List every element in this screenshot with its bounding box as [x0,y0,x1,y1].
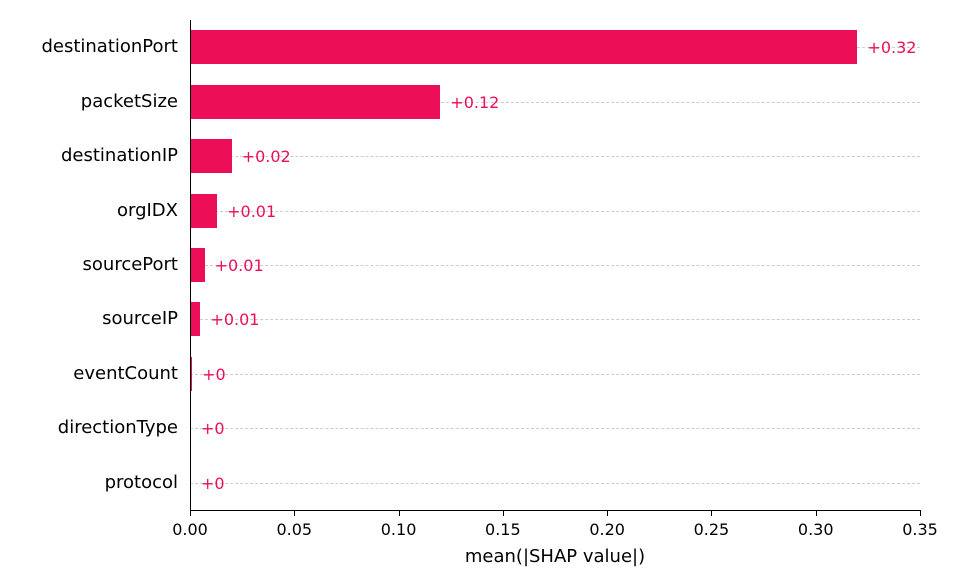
bar [190,194,217,228]
plot-area: +0.32 +0.12 +0.02 +0.01 +0.01 +0.01 +0 +0 +0 [190,20,920,510]
bar [190,302,200,336]
bar-value-label: +0.12 [450,93,499,112]
x-tick-label: 0.35 [902,520,938,539]
x-tick-label: 0.20 [589,520,625,539]
x-tick-label: 0.25 [694,520,730,539]
y-axis-label: destinationIP [61,145,178,166]
grid-line [190,483,920,484]
x-tick-mark [711,510,712,516]
bar-value-label: +0.02 [242,147,291,166]
bar [190,30,857,64]
grid-line [190,156,920,157]
y-axis-label: eventCount [73,363,178,384]
x-axis-line [190,510,920,511]
bar [190,139,232,173]
x-tick-label: 0.10 [381,520,417,539]
bar-value-label: +0.32 [867,38,916,57]
bar [190,85,440,119]
bar-value-label: +0.01 [210,310,259,329]
y-axis-label: directionType [58,417,178,438]
grid-line [190,265,920,266]
x-tick-mark [503,510,504,516]
bar-value-label: +0 [201,474,225,493]
y-axis-label: destinationPort [41,36,178,57]
y-axis-label: packetSize [81,91,178,112]
grid-line [190,319,920,320]
y-axis-label: protocol [105,472,178,493]
x-tick-mark [399,510,400,516]
y-axis-label: sourceIP [102,308,178,329]
x-axis-title: mean(|SHAP value|) [465,546,645,567]
bar-value-label: +0.01 [227,202,276,221]
grid-line [190,428,920,429]
y-axis-label: orgIDX [117,200,178,221]
x-tick-label: 0.15 [485,520,521,539]
bar-value-label: +0 [201,419,225,438]
x-tick-mark [190,510,191,516]
x-tick-label: 0.05 [276,520,312,539]
y-axis-line [190,20,191,510]
bar-value-label: +0.01 [215,256,264,275]
grid-line [190,374,920,375]
x-tick-mark [816,510,817,516]
y-axis-label: sourcePort [83,254,178,275]
x-tick-mark [607,510,608,516]
x-tick-label: 0.30 [798,520,834,539]
x-tick-mark [920,510,921,516]
grid-line [190,211,920,212]
x-tick-label: 0.00 [172,520,208,539]
bar [190,248,205,282]
x-tick-mark [294,510,295,516]
bar-value-label: +0 [202,365,226,384]
